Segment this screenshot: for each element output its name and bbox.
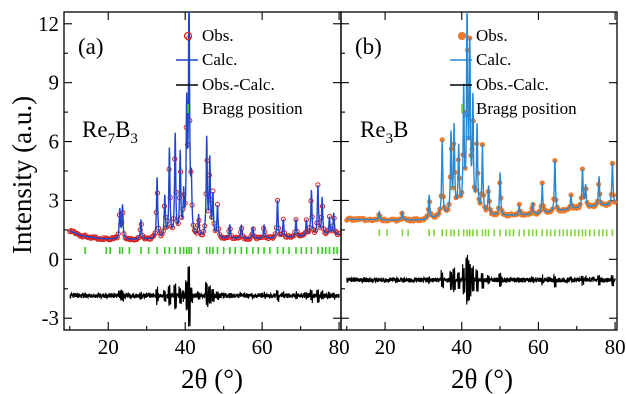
y-tick-label: 3: [49, 188, 60, 212]
panel-a-x-ticks: 20 40 60 80: [69, 12, 350, 359]
diff-line: [346, 254, 616, 305]
obs-point: [100, 235, 106, 241]
calc-line: [346, 11, 616, 221]
legend-obs-marker: [457, 31, 467, 41]
calc-line: [69, 11, 340, 240]
x-tick-label: 60: [528, 335, 549, 359]
obs-point: [247, 236, 253, 242]
panel-a-y-ticks: -3 0 3 6 9 12: [38, 12, 341, 330]
panel-a-compound-label: Re7B3: [82, 117, 138, 147]
panel-b-x-ticks: 20 40 60 80: [346, 12, 626, 359]
panel-a-legend: Obs. Calc. Obs.-Calc. Bragg position: [176, 26, 303, 118]
x-tick-label: 80: [605, 335, 626, 359]
x-tick-label: 20: [98, 335, 119, 359]
panel-b-legend: Obs. Calc. Obs.-Calc. Bragg position: [450, 26, 577, 118]
panel-a-label: (a): [78, 34, 104, 59]
bragg-series: [378, 229, 614, 237]
obs-point: [150, 233, 156, 240]
panel-b-label: (b): [355, 34, 382, 59]
legend-label: Calc.: [202, 50, 237, 69]
legend-label: Calc.: [476, 50, 511, 69]
x-tick-label: 40: [451, 335, 472, 359]
x-tick-label: 40: [175, 335, 196, 359]
y-tick-label: 9: [49, 71, 60, 95]
obs-point: [271, 233, 277, 239]
diff-line: [69, 266, 340, 327]
legend-label: Bragg position: [202, 99, 303, 118]
y-tick-label: -3: [42, 306, 60, 330]
y-tick-label: 12: [38, 12, 59, 36]
x-tick-label: 20: [375, 335, 396, 359]
obs-point: [141, 234, 147, 241]
panel-a-plot-area: [67, 11, 342, 327]
panel-b: 20 40 60 80 (b) Re3B Obs. Calc. Obs.-Calc. Bra…: [340, 11, 626, 359]
panel-b-plot-area: [344, 11, 618, 305]
x-tick-label: 60: [252, 335, 273, 359]
panel-b-compound-label: Re3B: [360, 117, 408, 147]
y-tick-label: 6: [49, 130, 60, 154]
legend-label: Obs.-Calc.: [202, 75, 275, 94]
legend-label: Obs.: [476, 26, 508, 45]
y-tick-label: 0: [49, 247, 60, 271]
legend-label: Obs.-Calc.: [476, 75, 549, 94]
obs-point: [334, 231, 341, 238]
panel-b-y-ticks: [341, 23, 617, 319]
legend-obs-marker: [183, 31, 193, 41]
panel-b-x-axis-title: 2θ (°): [451, 364, 513, 394]
panel-a-x-axis-title: 2θ (°): [181, 364, 243, 394]
legend-label: Bragg position: [476, 99, 577, 118]
x-tick-label: 80: [329, 335, 350, 359]
legend-label: Obs.: [202, 26, 234, 45]
bragg-series: [84, 247, 338, 254]
y-axis-title: Intensity (a.u.): [7, 96, 37, 254]
